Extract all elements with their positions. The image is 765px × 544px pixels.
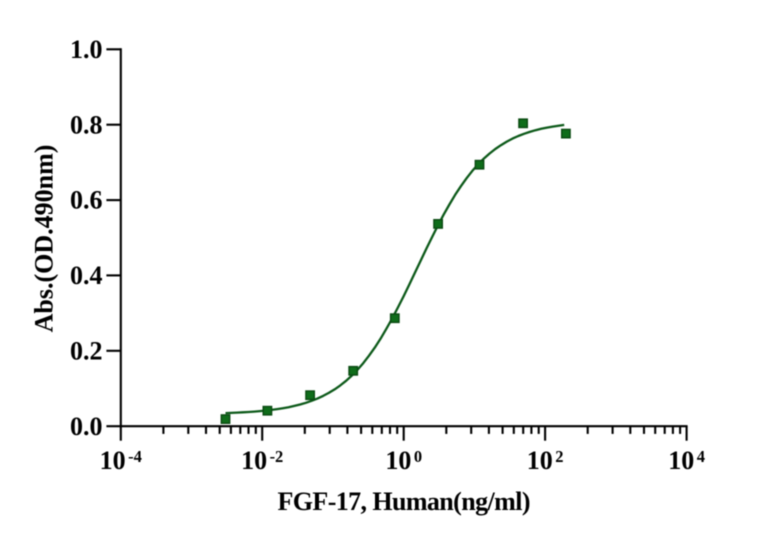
svg-text:0.6: 0.6: [70, 186, 103, 215]
svg-text:0.4: 0.4: [70, 261, 103, 290]
svg-text:Abs.(OD.490nm): Abs.(OD.490nm): [30, 145, 59, 333]
svg-text:FGF-17, Human(ng/ml): FGF-17, Human(ng/ml): [278, 487, 531, 516]
svg-text:1.0: 1.0: [70, 35, 103, 64]
svg-text:0.2: 0.2: [70, 336, 103, 365]
svg-text:0.8: 0.8: [70, 110, 103, 139]
svg-text:0.0: 0.0: [70, 412, 103, 441]
